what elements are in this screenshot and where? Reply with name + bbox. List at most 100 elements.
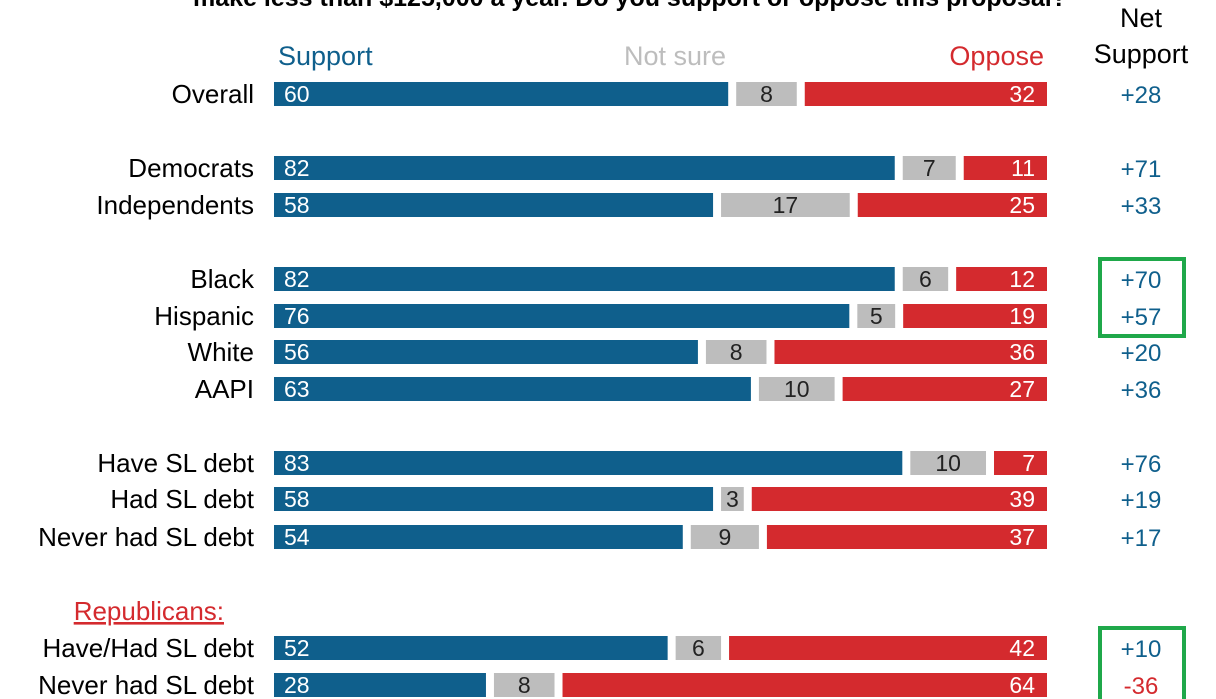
support-value: 58: [284, 486, 310, 512]
not-sure-value: 10: [784, 376, 810, 402]
not-sure-bar: [675, 636, 722, 660]
not-sure-value: 5: [870, 303, 883, 329]
net-support-value: +17: [1121, 525, 1162, 552]
republicans-section-label: Republicans:: [74, 596, 224, 626]
oppose-value: 37: [1009, 524, 1035, 550]
not-sure-value: 10: [935, 450, 961, 476]
support-value: 82: [284, 155, 310, 181]
chart-row: Democrats 82 7 11 +71: [128, 153, 1161, 183]
not-sure-bar: [721, 193, 850, 217]
oppose-bar: [729, 636, 1047, 660]
oppose-bar: [562, 673, 1047, 697]
support-value: 63: [284, 376, 310, 402]
oppose-bar: [804, 82, 1047, 106]
row-label: Have SL debt: [97, 448, 254, 478]
chart-row: Never had SL debt 54 9 37 +17: [38, 522, 1161, 552]
oppose-bar: [857, 193, 1047, 217]
support-bar: [274, 267, 895, 291]
support-value: 56: [284, 339, 310, 365]
row-label: Democrats: [128, 153, 254, 183]
not-sure-bar: [910, 451, 987, 475]
net-support-value: +10: [1121, 636, 1162, 663]
highlight-box: [1098, 626, 1186, 699]
not-sure-value: 17: [773, 192, 799, 218]
oppose-value: 42: [1009, 635, 1035, 661]
not-sure-bar: [902, 267, 949, 291]
row-label: Never had SL debt: [38, 670, 255, 699]
chart-row: Black 82 6 12 +70: [190, 264, 1161, 294]
row-label: Never had SL debt: [38, 522, 255, 552]
row-label: Independents: [96, 190, 254, 220]
net-support-value: +19: [1121, 487, 1162, 514]
oppose-header: Oppose: [949, 41, 1044, 71]
oppose-bar: [766, 525, 1047, 549]
oppose-bar: [963, 156, 1047, 180]
chart-row: Had SL debt 58 3 39 +19: [110, 484, 1161, 514]
oppose-value: 25: [1009, 192, 1035, 218]
not-sure-bar: [690, 525, 759, 549]
support-bar: [274, 525, 683, 549]
chart-row: Have SL debt 83 10 7 +76: [97, 448, 1161, 478]
oppose-value: 64: [1009, 672, 1035, 698]
net-support-value: -36: [1124, 673, 1159, 699]
row-label: AAPI: [195, 374, 254, 404]
not-sure-bar: [736, 82, 797, 106]
oppose-bar: [956, 267, 1047, 291]
oppose-value: 11: [1011, 155, 1035, 181]
support-value: 52: [284, 635, 310, 661]
chart-row: AAPI 63 10 27 +36: [195, 374, 1162, 404]
not-sure-value: 8: [518, 672, 531, 698]
net-support-value: +20: [1121, 340, 1162, 367]
chart-row: Never had SL debt 28 8 64 -36: [38, 670, 1158, 699]
oppose-value: 32: [1009, 81, 1035, 107]
net-support-value: +76: [1121, 451, 1162, 478]
not-sure-value: 6: [919, 266, 932, 292]
chart-title: make less than $125,000 a year. Do you s…: [193, 0, 1067, 12]
not-sure-value: 3: [726, 486, 739, 512]
support-bar: [274, 156, 895, 180]
support-value: 83: [284, 450, 310, 476]
net-support-value: +70: [1121, 267, 1162, 294]
net-support-value: +33: [1121, 193, 1162, 220]
row-label: Hispanic: [154, 301, 254, 331]
net-support-value: +36: [1121, 377, 1162, 404]
net-header-line1: Net: [1120, 3, 1163, 33]
support-bar: [274, 193, 714, 217]
not-sure-value: 6: [692, 635, 705, 661]
chart-row: White 56 8 36 +20: [188, 337, 1162, 367]
oppose-bar: [903, 304, 1047, 328]
support-bar: [274, 487, 714, 511]
not-sure-bar: [857, 304, 896, 328]
support-value: 82: [284, 266, 310, 292]
support-bar: [274, 673, 486, 697]
oppose-value: 39: [1009, 486, 1035, 512]
chart-row: Overall 60 8 32 +28: [172, 79, 1162, 109]
support-bar: [274, 304, 850, 328]
oppose-bar: [842, 377, 1047, 401]
oppose-value: 36: [1009, 339, 1035, 365]
chart-row: Have/Had SL debt 52 6 42 +10: [42, 633, 1161, 663]
row-label: Had SL debt: [110, 484, 254, 514]
not-sure-bar: [721, 487, 744, 511]
not-sure-value: 8: [760, 81, 773, 107]
support-bar: [274, 636, 668, 660]
row-label: Black: [190, 264, 255, 294]
oppose-bar: [774, 340, 1047, 364]
chart-row: Hispanic 76 5 19 +57: [154, 301, 1161, 331]
not-sure-bar: [493, 673, 555, 697]
support-header: Support: [278, 41, 373, 71]
oppose-value: 12: [1009, 266, 1035, 292]
support-value: 58: [284, 192, 310, 218]
oppose-value: 27: [1009, 376, 1035, 402]
not-sure-bar: [758, 377, 835, 401]
oppose-value: 19: [1009, 303, 1035, 329]
support-value: 76: [284, 303, 310, 329]
support-bar: [274, 451, 903, 475]
chart-row: Independents 58 17 25 +33: [96, 190, 1161, 220]
not-sure-value: 7: [923, 155, 936, 181]
support-value: 54: [284, 524, 310, 550]
support-bar: [274, 340, 698, 364]
row-label: Have/Had SL debt: [42, 633, 254, 663]
not-sure-value: 9: [718, 524, 731, 550]
